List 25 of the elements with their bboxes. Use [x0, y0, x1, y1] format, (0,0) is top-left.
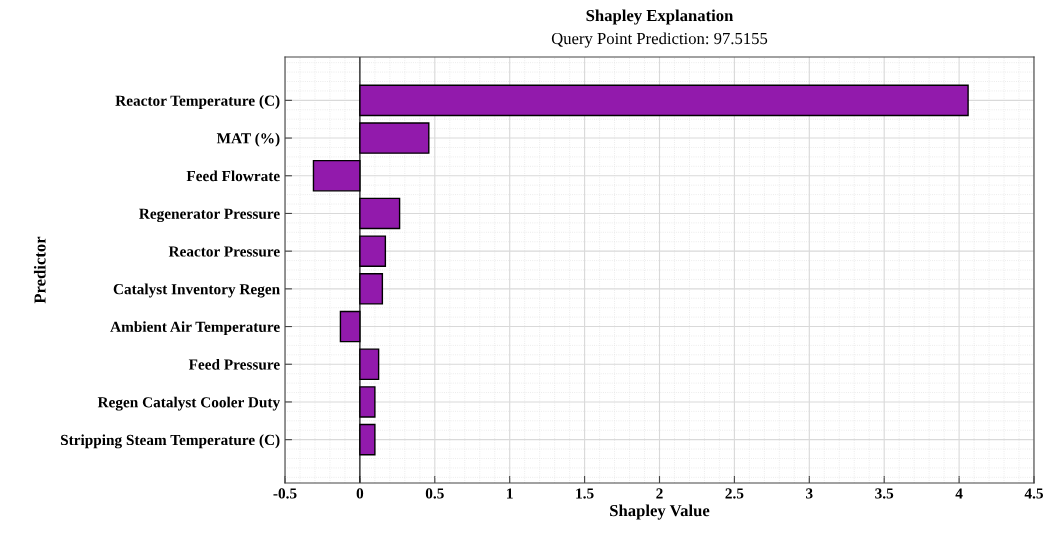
y-axis-title: Predictor [33, 236, 46, 304]
x-tick-label: 3.5 [875, 488, 894, 499]
y-tick-label: Reactor Pressure [168, 246, 280, 257]
x-tick-label: 2 [656, 488, 663, 499]
y-tick-label: Stripping Steam Temperature (C) [60, 434, 280, 449]
x-tick-label: 4.5 [1024, 488, 1043, 499]
x-tick-label: -0.5 [273, 488, 297, 499]
x-tick-label: 0 [356, 488, 364, 499]
y-tick-label: Reactor Temperature (C) [115, 95, 280, 109]
y-tick-label: Catalyst Inventory Regen [113, 283, 280, 298]
x-tick-label: 1.5 [576, 488, 594, 499]
y-tick-label: MAT (%) [216, 132, 280, 147]
x-axis-title: Shapley Value [610, 504, 710, 520]
y-tick-label: Regen Catalyst Cooler Duty [97, 396, 280, 411]
chart-subtitle: Query Point Prediction: 97.5155 [551, 32, 768, 48]
x-tick-label: 4 [955, 488, 963, 499]
x-tick-label: 0.5 [425, 488, 444, 499]
x-tick-label: 1 [507, 488, 513, 499]
y-tick-label: Regenerator Pressure [139, 208, 280, 223]
y-tick-label: Ambient Air Temperature [110, 321, 280, 336]
y-tick-label: Feed Pressure [188, 358, 280, 370]
chart-title: Shapley Explanation [586, 9, 734, 25]
y-tick-label: Feed Flowrate [186, 170, 280, 182]
x-tick-label: 3 [806, 488, 813, 499]
x-tick-label: 2.5 [725, 488, 744, 499]
